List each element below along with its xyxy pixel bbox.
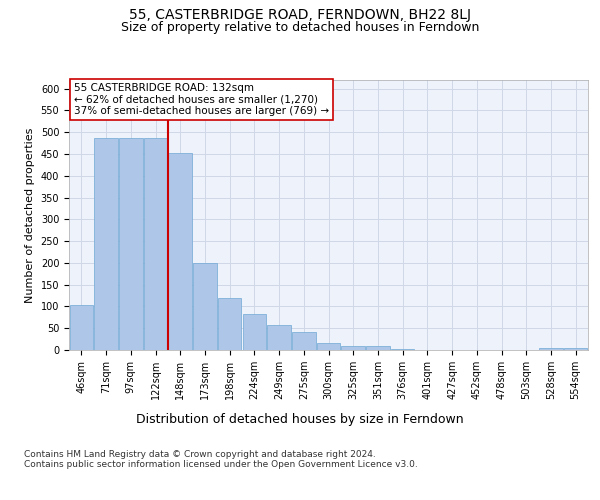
Y-axis label: Number of detached properties: Number of detached properties bbox=[25, 128, 35, 302]
Bar bbox=[193, 263, 217, 350]
Text: 55 CASTERBRIDGE ROAD: 132sqm
← 62% of detached houses are smaller (1,270)
37% of: 55 CASTERBRIDGE ROAD: 132sqm ← 62% of de… bbox=[74, 82, 329, 116]
Bar bbox=[341, 346, 365, 350]
Bar bbox=[144, 138, 167, 350]
Text: 55, CASTERBRIDGE ROAD, FERNDOWN, BH22 8LJ: 55, CASTERBRIDGE ROAD, FERNDOWN, BH22 8L… bbox=[129, 8, 471, 22]
Bar bbox=[169, 153, 192, 350]
Text: Contains HM Land Registry data © Crown copyright and database right 2024.
Contai: Contains HM Land Registry data © Crown c… bbox=[24, 450, 418, 469]
Text: Distribution of detached houses by size in Ferndown: Distribution of detached houses by size … bbox=[136, 412, 464, 426]
Bar bbox=[119, 138, 143, 350]
Bar bbox=[268, 325, 291, 350]
Bar bbox=[564, 348, 587, 350]
Bar bbox=[94, 138, 118, 350]
Bar bbox=[366, 346, 389, 350]
Bar bbox=[539, 348, 563, 350]
Bar bbox=[218, 298, 241, 350]
Bar bbox=[292, 332, 316, 350]
Bar bbox=[70, 305, 93, 350]
Text: Size of property relative to detached houses in Ferndown: Size of property relative to detached ho… bbox=[121, 21, 479, 34]
Bar bbox=[242, 314, 266, 350]
Bar bbox=[391, 348, 415, 350]
Bar bbox=[317, 344, 340, 350]
